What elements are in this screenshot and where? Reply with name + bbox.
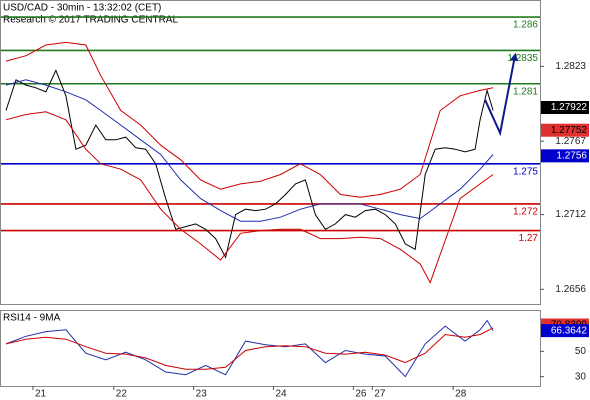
- price-box: [541, 149, 589, 163]
- x-tick-label: 24: [275, 389, 287, 400]
- y-tick-label: 30: [575, 371, 587, 382]
- y-tick-label: 1.2656: [555, 284, 586, 295]
- price-panel-frame: [0, 0, 541, 305]
- level-label: 1.2835: [507, 53, 538, 64]
- series-line: [5, 111, 494, 284]
- price-box-label: 66.3642: [551, 325, 588, 336]
- x-tick-label: 21: [35, 389, 47, 400]
- rsi-panel-frame: [0, 310, 541, 387]
- series-line: [5, 79, 494, 222]
- chart-subtitle: Research © 2017 TRADING CENTRAL: [3, 15, 178, 26]
- series-line: [5, 319, 494, 378]
- price-box: [541, 123, 589, 137]
- price-box: [541, 101, 589, 115]
- x-tick-label: 23: [196, 389, 208, 400]
- y-tick-label: 1.2767: [555, 136, 586, 147]
- price-box: [541, 324, 589, 338]
- x-tick-label: 26: [355, 389, 367, 400]
- price-box-label: 1.2756: [556, 150, 587, 161]
- chart-title: USD/CAD - 30min - 13:32:02 (CET): [3, 3, 161, 14]
- y-tick-label: 1.2712: [555, 209, 586, 220]
- level-label: 1.281: [513, 86, 538, 97]
- level-label: 1.272: [513, 207, 538, 218]
- x-tick-label: 27: [374, 389, 386, 400]
- rsi-title: RSI14 - 9MA: [3, 313, 61, 324]
- level-label: 1.286: [513, 20, 538, 31]
- price-box-label: 1.27752: [551, 125, 588, 136]
- series-line: [484, 52, 518, 137]
- series-line: [5, 41, 494, 198]
- series-line: [5, 69, 494, 259]
- x-tick-label: 22: [116, 389, 128, 400]
- y-tick-label: 50: [575, 346, 587, 357]
- level-label: 1.27: [519, 233, 539, 244]
- price-box-label: 1.27922: [551, 102, 588, 113]
- series-line: [5, 327, 494, 370]
- level-label: 1.275: [513, 166, 538, 177]
- y-tick-label: 1.2823: [555, 61, 586, 72]
- x-tick-label: 28: [455, 389, 467, 400]
